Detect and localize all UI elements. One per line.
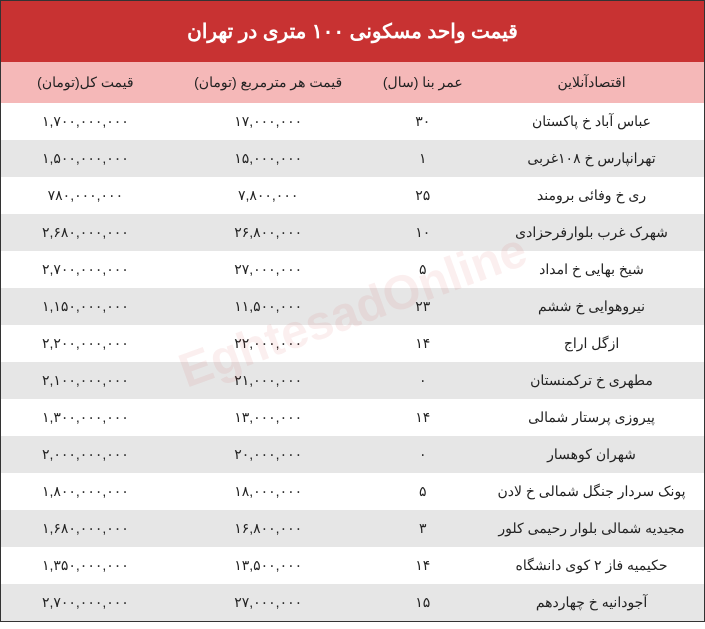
cell-total_price: ۱,۵۰۰,۰۰۰,۰۰۰ — [1, 140, 170, 177]
cell-total_price: ۱,۱۵۰,۰۰۰,۰۰۰ — [1, 288, 170, 325]
cell-location: شهران کوهسار — [479, 436, 704, 473]
cell-age: ۱۴ — [367, 547, 479, 584]
table-row: شهران کوهسار۰۲۰,۰۰۰,۰۰۰۲,۰۰۰,۰۰۰,۰۰۰ — [1, 436, 704, 473]
cell-price_per_m: ۲۱,۰۰۰,۰۰۰ — [170, 362, 367, 399]
page-title: قیمت واحد مسکونی ۱۰۰ متری در تهران — [1, 1, 704, 62]
cell-total_price: ۷۸۰,۰۰۰,۰۰۰ — [1, 177, 170, 214]
table-row: پونک سردار جنگل شمالی خ لادن۵۱۸,۰۰۰,۰۰۰۱… — [1, 473, 704, 510]
cell-total_price: ۲,۶۸۰,۰۰۰,۰۰۰ — [1, 214, 170, 251]
cell-total_price: ۱,۳۰۰,۰۰۰,۰۰۰ — [1, 399, 170, 436]
cell-total_price: ۱,۷۰۰,۰۰۰,۰۰۰ — [1, 103, 170, 140]
cell-age: ۲۵ — [367, 177, 479, 214]
cell-price_per_m: ۱۶,۸۰۰,۰۰۰ — [170, 510, 367, 547]
cell-price_per_m: ۱۱,۵۰۰,۰۰۰ — [170, 288, 367, 325]
cell-total_price: ۲,۰۰۰,۰۰۰,۰۰۰ — [1, 436, 170, 473]
table-row: تهرانپارس خ ۱۰۸غربی۱۱۵,۰۰۰,۰۰۰۱,۵۰۰,۰۰۰,… — [1, 140, 704, 177]
cell-age: ۱۵ — [367, 584, 479, 621]
cell-age: ۱۴ — [367, 325, 479, 362]
col-price-per-m: قیمت هر مترمربع (تومان) — [170, 62, 367, 103]
cell-price_per_m: ۲۶,۸۰۰,۰۰۰ — [170, 214, 367, 251]
table-row: شیخ بهایی خ امداد۵۲۷,۰۰۰,۰۰۰۲,۷۰۰,۰۰۰,۰۰… — [1, 251, 704, 288]
cell-location: عباس آباد خ پاکستان — [479, 103, 704, 140]
cell-location: حکیمیه فاز ۲ کوی دانشگاه — [479, 547, 704, 584]
cell-location: مطهری خ ترکمنستان — [479, 362, 704, 399]
table-row: عباس آباد خ پاکستان۳۰۱۷,۰۰۰,۰۰۰۱,۷۰۰,۰۰۰… — [1, 103, 704, 140]
table-row: ازگل اراج۱۴۲۲,۰۰۰,۰۰۰۲,۲۰۰,۰۰۰,۰۰۰ — [1, 325, 704, 362]
table-row: نیروهوایی خ ششم۲۳۱۱,۵۰۰,۰۰۰۱,۱۵۰,۰۰۰,۰۰۰ — [1, 288, 704, 325]
table-row: مجیدیه شمالی بلوار رحیمی کلور۳۱۶,۸۰۰,۰۰۰… — [1, 510, 704, 547]
cell-price_per_m: ۲۷,۰۰۰,۰۰۰ — [170, 251, 367, 288]
price-table: اقتصادآنلاین عمر بنا (سال) قیمت هر مترمر… — [1, 62, 704, 621]
cell-age: ۱۰ — [367, 214, 479, 251]
cell-location: پیروزی پرستار شمالی — [479, 399, 704, 436]
cell-age: ۵ — [367, 473, 479, 510]
cell-location: پونک سردار جنگل شمالی خ لادن — [479, 473, 704, 510]
col-total-price: قیمت کل(تومان) — [1, 62, 170, 103]
cell-price_per_m: ۱۵,۰۰۰,۰۰۰ — [170, 140, 367, 177]
cell-age: ۰ — [367, 436, 479, 473]
cell-total_price: ۲,۷۰۰,۰۰۰,۰۰۰ — [1, 251, 170, 288]
header-row: اقتصادآنلاین عمر بنا (سال) قیمت هر مترمر… — [1, 62, 704, 103]
cell-location: تهرانپارس خ ۱۰۸غربی — [479, 140, 704, 177]
col-age: عمر بنا (سال) — [367, 62, 479, 103]
table-row: آجودانیه خ چهاردهم۱۵۲۷,۰۰۰,۰۰۰۲,۷۰۰,۰۰۰,… — [1, 584, 704, 621]
cell-total_price: ۱,۳۵۰,۰۰۰,۰۰۰ — [1, 547, 170, 584]
cell-age: ۱ — [367, 140, 479, 177]
table-body: عباس آباد خ پاکستان۳۰۱۷,۰۰۰,۰۰۰۱,۷۰۰,۰۰۰… — [1, 103, 704, 621]
cell-price_per_m: ۲۰,۰۰۰,۰۰۰ — [170, 436, 367, 473]
col-location: اقتصادآنلاین — [479, 62, 704, 103]
cell-location: شیخ بهایی خ امداد — [479, 251, 704, 288]
cell-total_price: ۲,۷۰۰,۰۰۰,۰۰۰ — [1, 584, 170, 621]
cell-total_price: ۲,۲۰۰,۰۰۰,۰۰۰ — [1, 325, 170, 362]
table-row: حکیمیه فاز ۲ کوی دانشگاه۱۴۱۳,۵۰۰,۰۰۰۱,۳۵… — [1, 547, 704, 584]
table-row: مطهری خ ترکمنستان۰۲۱,۰۰۰,۰۰۰۲,۱۰۰,۰۰۰,۰۰… — [1, 362, 704, 399]
cell-price_per_m: ۲۲,۰۰۰,۰۰۰ — [170, 325, 367, 362]
cell-age: ۳ — [367, 510, 479, 547]
cell-age: ۵ — [367, 251, 479, 288]
cell-total_price: ۲,۱۰۰,۰۰۰,۰۰۰ — [1, 362, 170, 399]
cell-price_per_m: ۷,۸۰۰,۰۰۰ — [170, 177, 367, 214]
cell-location: آجودانیه خ چهاردهم — [479, 584, 704, 621]
cell-location: نیروهوایی خ ششم — [479, 288, 704, 325]
table-row: پیروزی پرستار شمالی۱۴۱۳,۰۰۰,۰۰۰۱,۳۰۰,۰۰۰… — [1, 399, 704, 436]
cell-age: ۳۰ — [367, 103, 479, 140]
table-row: شهرک غرب بلوارفرحزادی۱۰۲۶,۸۰۰,۰۰۰۲,۶۸۰,۰… — [1, 214, 704, 251]
cell-location: ری خ وفائی برومند — [479, 177, 704, 214]
cell-age: ۲۳ — [367, 288, 479, 325]
cell-price_per_m: ۱۳,۰۰۰,۰۰۰ — [170, 399, 367, 436]
cell-price_per_m: ۱۸,۰۰۰,۰۰۰ — [170, 473, 367, 510]
cell-price_per_m: ۲۷,۰۰۰,۰۰۰ — [170, 584, 367, 621]
cell-total_price: ۱,۶۸۰,۰۰۰,۰۰۰ — [1, 510, 170, 547]
cell-total_price: ۱,۸۰۰,۰۰۰,۰۰۰ — [1, 473, 170, 510]
cell-age: ۱۴ — [367, 399, 479, 436]
cell-price_per_m: ۱۷,۰۰۰,۰۰۰ — [170, 103, 367, 140]
table-row: ری خ وفائی برومند۲۵۷,۸۰۰,۰۰۰۷۸۰,۰۰۰,۰۰۰ — [1, 177, 704, 214]
cell-location: ازگل اراج — [479, 325, 704, 362]
price-table-container: قیمت واحد مسکونی ۱۰۰ متری در تهران اقتصا… — [0, 0, 705, 622]
cell-age: ۰ — [367, 362, 479, 399]
cell-price_per_m: ۱۳,۵۰۰,۰۰۰ — [170, 547, 367, 584]
cell-location: مجیدیه شمالی بلوار رحیمی کلور — [479, 510, 704, 547]
cell-location: شهرک غرب بلوارفرحزادی — [479, 214, 704, 251]
